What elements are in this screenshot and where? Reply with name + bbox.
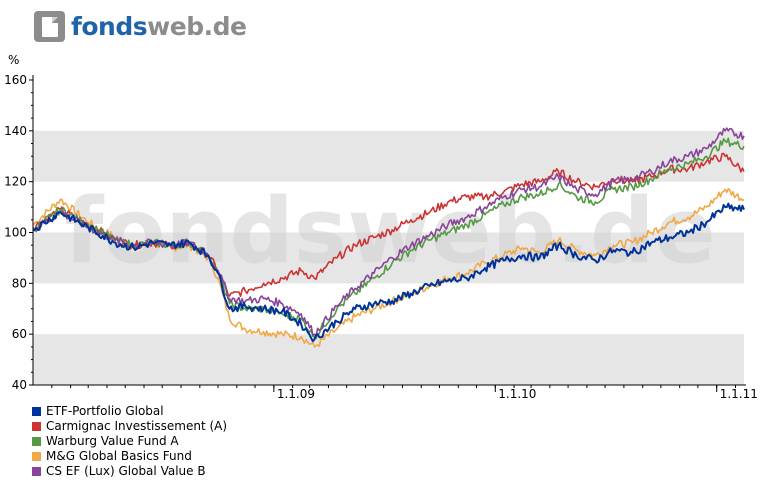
logo-text-fonds: fonds bbox=[71, 11, 148, 41]
y-tick-label: 60 bbox=[12, 327, 27, 341]
legend-label: CS EF (Lux) Global Value B bbox=[46, 464, 206, 478]
x-tick-label: 1.1.10 bbox=[498, 387, 536, 401]
legend-item: Warburg Value Fund A bbox=[32, 434, 227, 449]
grid-band-2 bbox=[33, 130, 744, 182]
legend-item: ETF-Portfolio Global bbox=[32, 404, 227, 419]
y-tick-label: 140 bbox=[4, 124, 27, 138]
legend-swatch bbox=[32, 467, 41, 476]
x-tick-label: 1.1.11 bbox=[720, 387, 758, 401]
y-tick-label: 160 bbox=[4, 73, 27, 87]
series-lines bbox=[32, 127, 745, 348]
y-tick-label: 40 bbox=[12, 378, 27, 392]
legend-swatch bbox=[32, 452, 41, 461]
legend-swatch bbox=[32, 437, 41, 446]
axes: 40 60 80 100 120 140 160 1.1.09 1.1.10 1.1.11 bbox=[4, 73, 758, 401]
legend-swatch bbox=[32, 407, 41, 416]
series-line-0 bbox=[32, 202, 745, 343]
legend-item: CS EF (Lux) Global Value B bbox=[32, 464, 227, 479]
document-icon bbox=[34, 10, 65, 42]
legend-item: M&G Global Basics Fund bbox=[32, 449, 227, 464]
legend-item: Carmignac Investissement (A) bbox=[32, 419, 227, 434]
legend-swatch bbox=[32, 422, 41, 431]
chart-legend: ETF-Portfolio Global Carmignac Investisse… bbox=[32, 404, 227, 479]
y-axis-unit-label: % bbox=[8, 53, 19, 67]
legend-label: Warburg Value Fund A bbox=[46, 434, 179, 448]
legend-label: M&G Global Basics Fund bbox=[46, 449, 192, 463]
y-tick-label: 120 bbox=[4, 175, 27, 189]
y-tick-label: 100 bbox=[4, 226, 27, 240]
legend-label: ETF-Portfolio Global bbox=[46, 404, 164, 418]
grid-band-0 bbox=[33, 334, 744, 385]
x-tick-label: 1.1.09 bbox=[277, 387, 315, 401]
fondsweb-logo[interactable]: fonds web.de bbox=[34, 9, 247, 43]
y-tick-label: 80 bbox=[12, 276, 27, 290]
legend-label: Carmignac Investissement (A) bbox=[46, 419, 228, 433]
logo-text-webde: web.de bbox=[147, 11, 247, 41]
